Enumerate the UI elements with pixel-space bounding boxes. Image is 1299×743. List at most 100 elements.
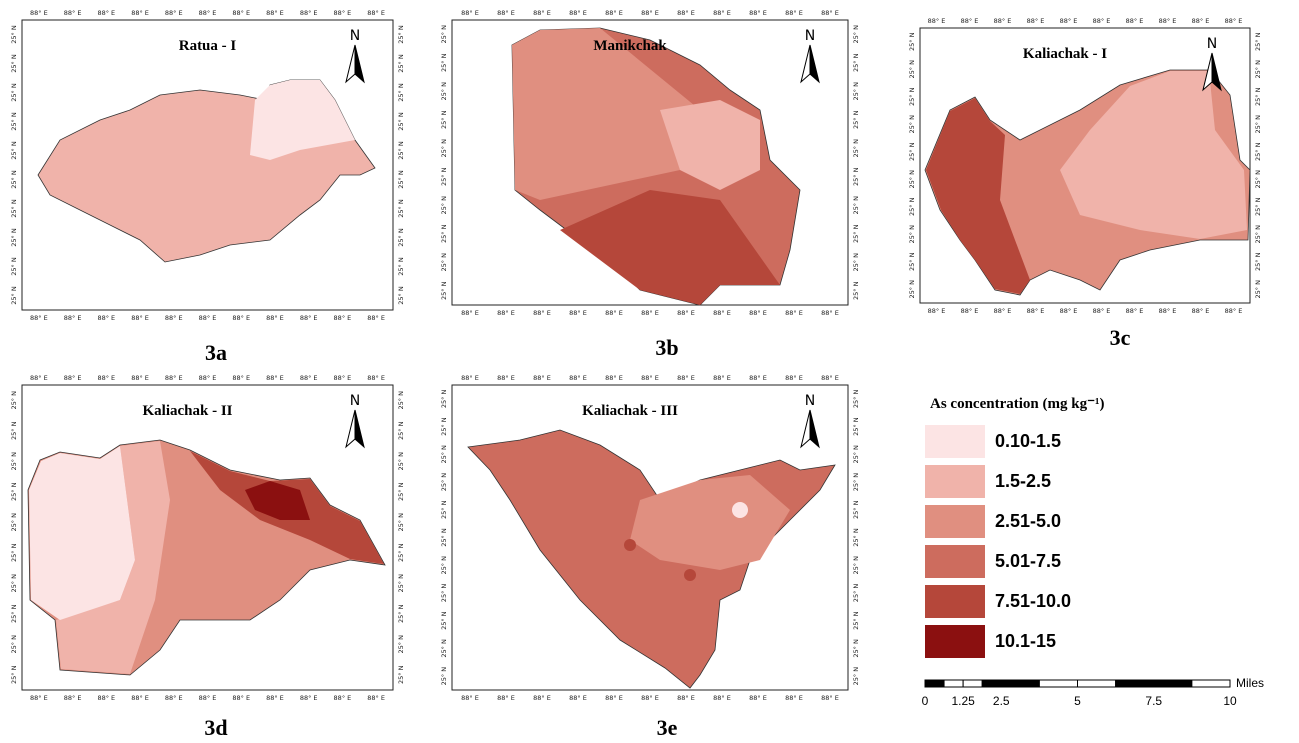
lat-label: 25° N	[397, 452, 405, 471]
lon-label: 88° E	[232, 374, 250, 382]
legend-label: 0.10-1.5	[995, 431, 1061, 451]
lon-label: 88° E	[677, 9, 695, 17]
lat-label: 25° N	[10, 228, 18, 247]
lon-label: 88° E	[821, 694, 839, 702]
lat-label: 25° N	[852, 281, 860, 300]
lat-label: 25° N	[10, 665, 18, 684]
lat-label: 25° N	[10, 286, 18, 305]
lat-label: 25° N	[10, 199, 18, 218]
lat-label: 25° N	[440, 417, 448, 436]
panel-title: Kaliachak - II	[142, 403, 232, 419]
lat-label: 25° N	[440, 528, 448, 547]
legend-label: 1.5-2.5	[995, 471, 1051, 491]
lon-label: 88° E	[232, 9, 250, 17]
legend-title: As concentration (mg kg⁻¹)	[930, 396, 1104, 412]
lon-label: 88° E	[30, 314, 48, 322]
lon-label: 88° E	[677, 374, 695, 382]
lon-label: 88° E	[1093, 17, 1111, 25]
lat-label: 25° N	[852, 584, 860, 603]
lat-label: 25° N	[1254, 87, 1262, 106]
lat-label: 25° N	[397, 513, 405, 532]
lat-label: 25° N	[852, 110, 860, 129]
lat-label: 25° N	[397, 141, 405, 160]
lon-label: 88° E	[1093, 307, 1111, 315]
lon-label: 88° E	[928, 307, 946, 315]
lon-label: 88° E	[334, 374, 352, 382]
lon-label: 88° E	[677, 309, 695, 317]
legend-swatch	[925, 465, 985, 498]
lat-label: 25° N	[10, 452, 18, 471]
lon-label: 88° E	[961, 307, 979, 315]
lat-label: 25° N	[908, 225, 916, 244]
lon-label: 88° E	[64, 694, 82, 702]
lon-label: 88° E	[64, 314, 82, 322]
lon-label: 88° E	[569, 374, 587, 382]
lat-label: 25° N	[1254, 197, 1262, 216]
lat-label: 25° N	[440, 224, 448, 243]
lat-label: 25° N	[852, 25, 860, 44]
panel-label: 3d	[204, 715, 227, 740]
north-label: N	[350, 28, 360, 44]
lon-label: 88° E	[97, 694, 115, 702]
lat-label: 25° N	[852, 445, 860, 464]
lat-label: 25° N	[852, 82, 860, 101]
lat-label: 25° N	[10, 513, 18, 532]
scale-label: 10	[1223, 694, 1237, 708]
lon-label: 88° E	[367, 694, 385, 702]
lon-label: 88° E	[533, 9, 551, 17]
lat-label: 25° N	[1254, 280, 1262, 299]
lat-label: 25° N	[852, 253, 860, 272]
lon-label: 88° E	[785, 374, 803, 382]
lat-label: 25° N	[440, 281, 448, 300]
north-label: N	[1207, 36, 1217, 52]
lat-label: 25° N	[397, 199, 405, 218]
lon-label: 88° E	[605, 694, 623, 702]
lat-label: 25° N	[10, 391, 18, 410]
lon-label: 88° E	[569, 9, 587, 17]
lon-label: 88° E	[64, 374, 82, 382]
scale-label: 5	[1074, 694, 1081, 708]
lon-label: 88° E	[749, 374, 767, 382]
lon-label: 88° E	[300, 374, 318, 382]
lon-label: 88° E	[232, 314, 250, 322]
lat-label: 25° N	[1254, 32, 1262, 51]
lat-label: 25° N	[440, 500, 448, 519]
lat-label: 25° N	[397, 286, 405, 305]
lat-label: 25° N	[10, 604, 18, 623]
lon-label: 88° E	[533, 374, 551, 382]
lat-label: 25° N	[10, 54, 18, 73]
panel-label: 3e	[657, 715, 678, 740]
lon-label: 88° E	[1192, 307, 1210, 315]
lat-label: 25° N	[852, 196, 860, 215]
lon-label: 88° E	[641, 9, 659, 17]
lat-label: 25° N	[852, 473, 860, 492]
lat-label: 25° N	[1254, 60, 1262, 79]
lon-label: 88° E	[461, 374, 479, 382]
lat-label: 25° N	[397, 574, 405, 593]
lat-label: 25° N	[10, 83, 18, 102]
lon-label: 88° E	[199, 9, 217, 17]
legend-label: 5.01-7.5	[995, 551, 1061, 571]
lat-label: 25° N	[10, 421, 18, 440]
panel-title: Kaliachak - III	[582, 403, 678, 419]
lat-label: 25° N	[1254, 170, 1262, 189]
legend-swatch	[925, 425, 985, 458]
scale-segment	[963, 680, 982, 687]
lon-label: 88° E	[749, 694, 767, 702]
lon-label: 88° E	[641, 694, 659, 702]
lat-label: 25° N	[397, 543, 405, 562]
lon-label: 88° E	[232, 694, 250, 702]
lat-label: 25° N	[852, 500, 860, 519]
lon-label: 88° E	[131, 9, 149, 17]
lat-label: 25° N	[908, 142, 916, 161]
lon-label: 88° E	[785, 9, 803, 17]
lon-label: 88° E	[497, 9, 515, 17]
legend-swatch	[925, 505, 985, 538]
lat-label: 25° N	[440, 473, 448, 492]
lon-label: 88° E	[641, 309, 659, 317]
scale-segment	[1039, 680, 1077, 687]
lat-label: 25° N	[440, 167, 448, 186]
scale-segment	[944, 680, 963, 687]
lon-label: 88° E	[821, 309, 839, 317]
panel-title: Manikchak	[593, 38, 667, 54]
